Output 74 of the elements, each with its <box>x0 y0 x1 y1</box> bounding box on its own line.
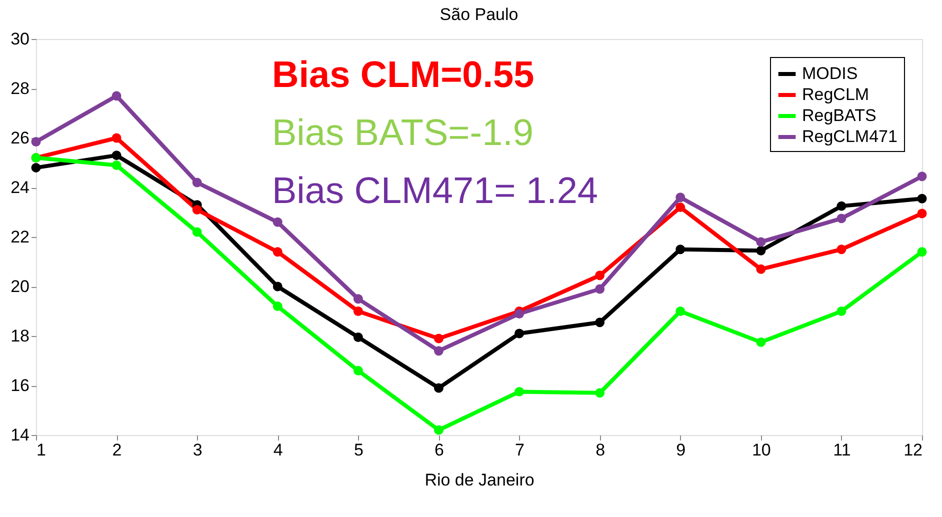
point <box>917 172 927 182</box>
point <box>353 294 363 304</box>
point <box>514 328 524 338</box>
point <box>192 227 202 237</box>
point <box>112 91 122 101</box>
legend-label: RegCLM <box>802 85 870 104</box>
point <box>31 136 41 146</box>
point <box>353 366 363 376</box>
annotation: Bias CLM471= 1.24 <box>272 170 598 211</box>
y-tick-label: 18 <box>10 326 30 346</box>
point <box>112 133 122 143</box>
point <box>192 178 202 188</box>
point <box>836 306 846 316</box>
point <box>434 346 444 356</box>
point <box>434 425 444 435</box>
point <box>756 246 766 256</box>
point <box>272 302 282 312</box>
legend-label: RegCLM471 <box>802 127 898 146</box>
point <box>514 386 524 396</box>
point <box>434 383 444 393</box>
annotation: Bias BATS=-1.9 <box>272 112 534 153</box>
point <box>917 194 927 204</box>
x-tick-label: 11 <box>833 440 851 460</box>
legend-label: RegBATS <box>802 106 876 125</box>
x-tick-label: 9 <box>676 440 686 460</box>
point <box>272 247 282 257</box>
x-tick-label: 7 <box>515 440 525 460</box>
point <box>676 244 686 254</box>
point <box>595 284 605 294</box>
point <box>756 237 766 247</box>
x-tick-label: 10 <box>752 440 771 460</box>
point <box>917 208 927 218</box>
chart-title: São Paulo <box>440 5 518 24</box>
x-tick-label: 3 <box>192 440 202 460</box>
point <box>676 306 686 316</box>
x-tick-label: 1 <box>36 440 46 460</box>
point <box>836 214 846 224</box>
y-tick-label: 14 <box>10 426 30 444</box>
y-tick-label: 16 <box>10 376 30 395</box>
point <box>112 150 122 160</box>
legend-label: MODIS <box>802 64 858 83</box>
point <box>595 388 605 398</box>
point <box>676 192 686 202</box>
point <box>836 244 846 254</box>
y-tick-label: 22 <box>10 228 30 246</box>
point <box>595 270 605 280</box>
point <box>514 308 524 318</box>
point <box>112 160 122 170</box>
point <box>756 264 766 274</box>
point <box>353 306 363 316</box>
point <box>434 334 444 344</box>
point <box>917 247 927 257</box>
point <box>756 337 766 347</box>
y-tick-label: 30 <box>10 30 30 48</box>
x-tick-label: 8 <box>596 440 606 460</box>
x-tick-label: 4 <box>273 440 283 460</box>
x-tick-label: 5 <box>354 440 364 460</box>
x-tick-label: 2 <box>112 440 122 460</box>
point <box>676 202 686 212</box>
y-tick-label: 24 <box>10 178 30 197</box>
point <box>31 162 41 172</box>
point <box>836 201 846 211</box>
point <box>192 205 202 215</box>
point <box>272 217 282 227</box>
point <box>353 332 363 342</box>
point <box>595 318 605 328</box>
x-tick-label: 6 <box>434 440 444 460</box>
y-tick-label: 28 <box>10 79 30 98</box>
point <box>272 282 282 292</box>
x-axis-title: Rio de Janeiro <box>424 470 534 490</box>
y-tick-label: 20 <box>10 277 30 296</box>
x-tick-label: 12 <box>904 440 922 460</box>
annotation: Bias CLM=0.55 <box>272 54 534 95</box>
y-tick-label: 26 <box>10 128 30 148</box>
